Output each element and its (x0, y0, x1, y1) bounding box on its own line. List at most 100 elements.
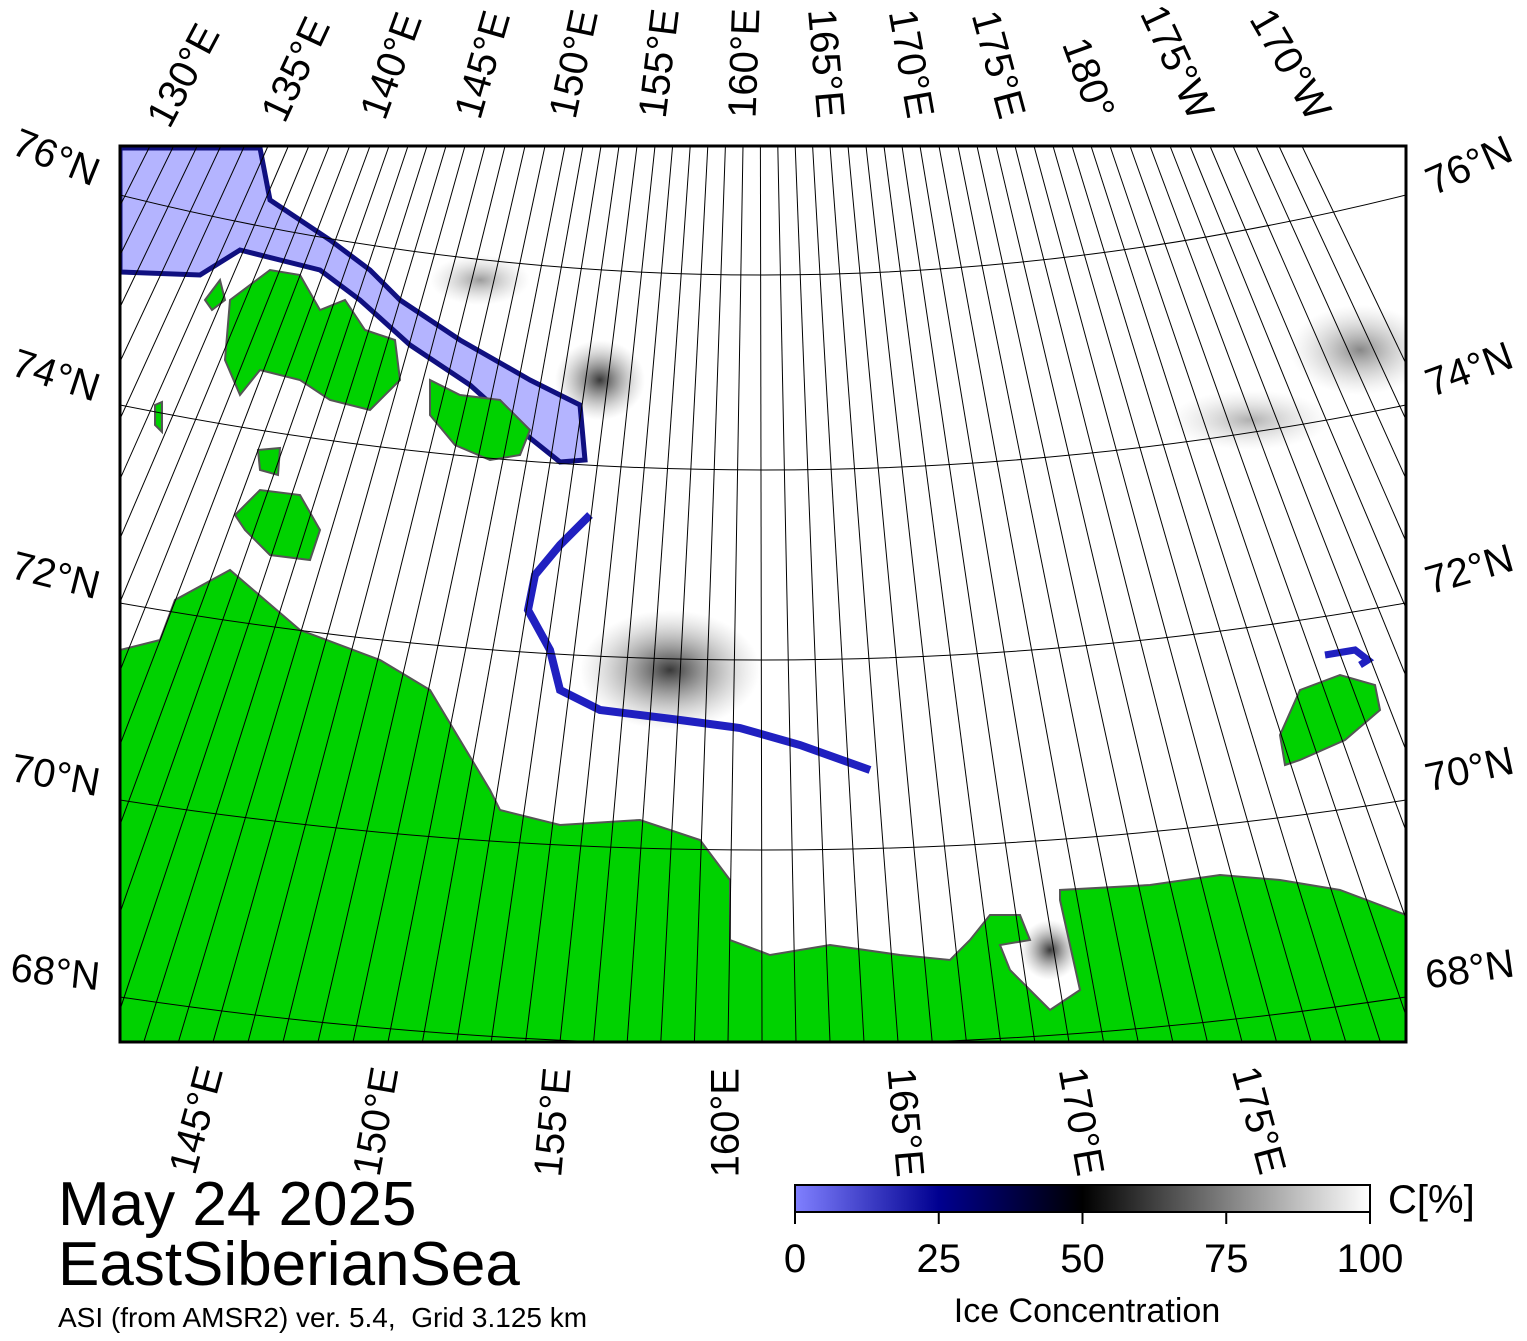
meridian (1071, 146, 1347, 1042)
longitude-label: 160°E (721, 8, 769, 119)
meridian (660, 146, 709, 1042)
island (154, 277, 227, 435)
meridian (883, 146, 1002, 1042)
meridian (1129, 146, 1406, 921)
longitude-label: 170°W (1241, 1, 1339, 128)
meridian (120, 146, 222, 363)
meridian (1014, 146, 1243, 1042)
longitude-label: 180° (1053, 32, 1123, 125)
meridian (593, 146, 674, 1042)
longitude-label: 175°E (963, 6, 1034, 123)
meridian (120, 146, 310, 604)
parallel (120, 602, 1406, 661)
meridian (120, 146, 289, 540)
ice-patch (580, 610, 760, 730)
longitude-label: 165°E (799, 7, 852, 120)
meridian (794, 146, 831, 1042)
meridian (282, 146, 506, 1042)
map-frame (118, 144, 1408, 1044)
meridian (120, 146, 330, 673)
meridian (1255, 146, 1406, 480)
longitude-label: 145°E (447, 6, 519, 123)
parallel (120, 799, 1406, 851)
meridian (120, 146, 409, 1012)
meridian (865, 146, 967, 1042)
island (233, 488, 322, 562)
meridian (938, 146, 1105, 1042)
meridian (212, 146, 466, 1042)
parallel (120, 194, 1406, 276)
parallel (120, 404, 1406, 471)
colorbar-tick-label: 75 (1204, 1237, 1249, 1281)
longitude-label: 135°E (253, 11, 339, 129)
meridian (1033, 146, 1278, 1042)
map-content (120, 146, 1406, 1042)
latitude-label: 68°N (1422, 942, 1517, 998)
meridian (1209, 146, 1406, 610)
longitude-label: 130°E (138, 17, 228, 134)
meridian (1109, 146, 1406, 1018)
meridian (456, 146, 602, 1042)
meridian (177, 146, 447, 1042)
latitude-label: 74°N (1420, 334, 1519, 406)
colorbar-ramp (794, 1184, 1371, 1213)
meridian (525, 146, 638, 1042)
colorbar-tick-label: 25 (917, 1237, 962, 1281)
ice-edge (1324, 646, 1375, 668)
meridian (120, 146, 245, 421)
colorbar-tick-label: 0 (784, 1237, 806, 1281)
longitude-label: 160°E (704, 1068, 748, 1177)
colorbar-tick-label: 50 (1060, 1237, 1105, 1281)
fast-ice (120, 146, 588, 465)
meridian (829, 146, 899, 1042)
longitude-label: 175°E (1223, 1062, 1294, 1179)
meridian (976, 146, 1174, 1042)
mainland (120, 568, 1406, 1042)
ice-patch (1020, 920, 1080, 980)
meridian (143, 146, 428, 1042)
meridian (120, 146, 351, 747)
date: May 24 2025 (58, 1170, 416, 1239)
longitude-label: 155°E (526, 1066, 579, 1179)
meridian (490, 146, 620, 1042)
longitude-label: 165°E (879, 1066, 932, 1179)
colorbar-label: Ice Concentration (954, 1292, 1221, 1330)
latitude-label: 72°N (1420, 536, 1518, 603)
longitude-label: 175°W (1131, 0, 1222, 126)
source: ASI (from AMSR2) ver. 5.4, Grid 3.125 km (58, 1302, 587, 1333)
graticule (120, 146, 1406, 1042)
meridian (421, 146, 584, 1042)
longitude-label: 150°E (541, 6, 607, 122)
meridian (559, 146, 656, 1042)
parallel (120, 996, 1406, 1042)
meridian (120, 146, 371, 827)
latitude-label: 70°N (8, 746, 104, 805)
longitude-label: 155°E (631, 6, 688, 120)
latitude-label: 70°N (1421, 739, 1518, 801)
meridian (317, 146, 526, 1042)
island (223, 268, 402, 412)
island (256, 446, 282, 477)
island (429, 378, 532, 462)
longitude-label: 170°E (880, 6, 942, 121)
longitude-label: 170°E (1050, 1064, 1112, 1179)
latitude-label: 76°N (1419, 127, 1519, 204)
meridian (919, 146, 1070, 1042)
meridian (759, 146, 763, 1042)
meridian (1189, 146, 1406, 678)
longitude-label: 140°E (352, 7, 431, 125)
meridian (693, 146, 726, 1042)
meridian (1149, 146, 1406, 833)
meridian (120, 146, 390, 915)
meridian (995, 146, 1208, 1042)
region: EastSiberianSea (58, 1230, 520, 1299)
colorbar-unit: C[%] (1388, 1178, 1475, 1222)
latitude-label: 76°N (6, 121, 105, 195)
ice-patch (430, 255, 530, 305)
latitude-label: 74°N (6, 341, 105, 410)
meridian (812, 146, 865, 1042)
colorbar: C[%] Ice Concentration 0 25 50 75 100 (784, 1178, 1475, 1330)
meridian (901, 146, 1036, 1042)
longitude-label: 145°E (161, 1062, 232, 1179)
